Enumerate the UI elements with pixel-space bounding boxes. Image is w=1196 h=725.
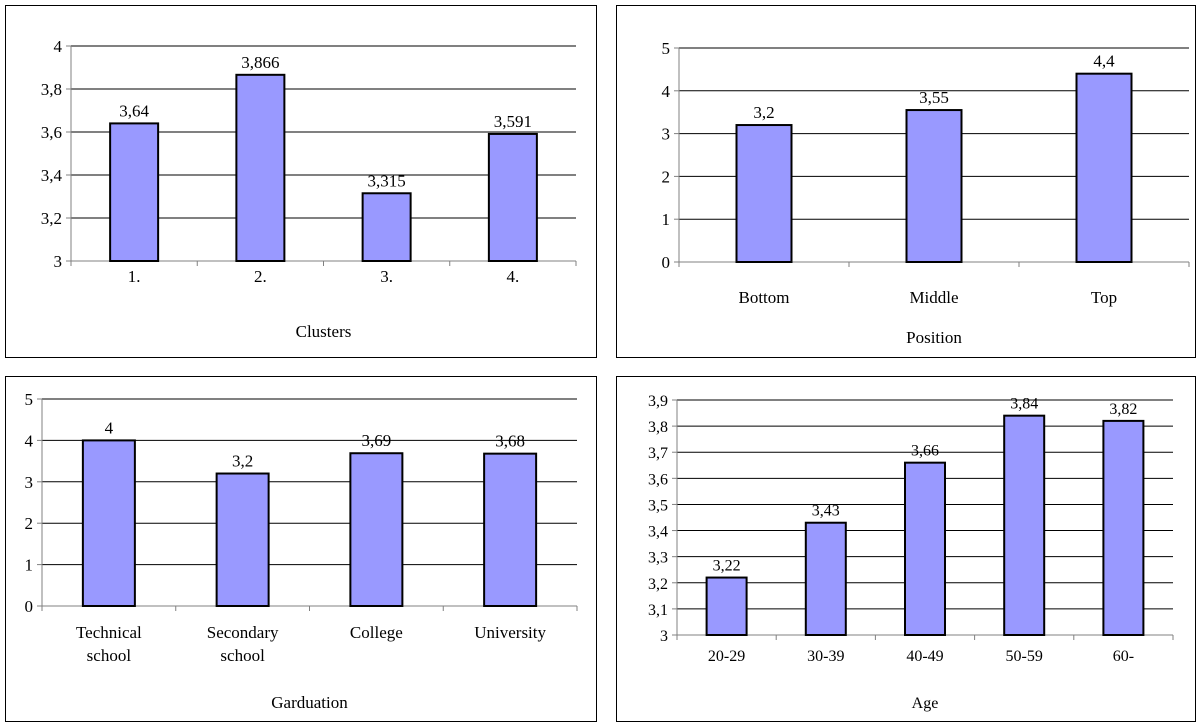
y-tick-label: 4 [54, 37, 63, 56]
chart-panel-position: 0 1 2 3 4 5 3,2 Bottom 3,55 Middle 4,4 Top Position [616, 5, 1196, 358]
x-tick-label: 60- [1113, 648, 1134, 665]
data-label: 3,68 [495, 432, 525, 451]
bar [804, 521, 847, 637]
bar [483, 452, 538, 608]
x-tick-label: Technical school [76, 623, 142, 665]
data-label: 3,591 [494, 112, 532, 131]
bar [1075, 72, 1133, 264]
y-tick-label: 3,6 [41, 123, 62, 142]
data-label: 3,55 [919, 88, 949, 107]
y-tick-label: 3 [660, 628, 668, 645]
x-axis-title: Clusters [296, 322, 352, 341]
x-tick-label: 30-39 [807, 648, 844, 665]
data-label: 3,84 [1010, 396, 1038, 413]
x-tick-label: Top [1091, 288, 1117, 307]
x-tick-label: 4. [507, 267, 520, 286]
y-tick-label: 3,7 [648, 445, 668, 462]
y-tick-label: 3,3 [648, 550, 668, 567]
bar [1102, 419, 1145, 637]
y-tick-label: 3,6 [648, 471, 668, 488]
chart-clusters: 3 3,2 3,4 3,6 3,8 4 3,64 1. 3,866 2. 3,315 3. 3,591 4… [41, 37, 577, 341]
x-tick-label: Secondary school [207, 623, 279, 665]
y-tick-label: 2 [662, 167, 671, 186]
x-axis-title: Garduation [271, 693, 348, 712]
data-label: 3,2 [753, 103, 774, 122]
chart-position: 0 1 2 3 4 5 3,2 Bottom 3,55 Middle 4,4 Top Position [662, 39, 1190, 347]
y-tick-label: 3,1 [648, 602, 668, 619]
bar [904, 461, 946, 636]
chart-panel-clusters: 3 3,2 3,4 3,6 3,8 4 3,64 1. 3,866 2. 3,315 3. 3,591 4… [5, 5, 597, 358]
bar [705, 576, 748, 636]
y-tick-label: 5 [25, 390, 34, 409]
y-tick-label: 1 [662, 210, 671, 229]
y-tick-label: 3 [25, 473, 34, 492]
bar [349, 452, 404, 608]
y-tick-label: 1 [25, 556, 34, 575]
x-tick-label: 20-29 [708, 648, 745, 665]
bar [1003, 414, 1046, 636]
y-tick-label: 0 [662, 253, 671, 272]
y-tick-label: 5 [662, 39, 671, 58]
x-axis-title: Age [912, 695, 939, 712]
y-tick-label: 3,8 [41, 80, 62, 99]
y-tick-label: 3,4 [41, 166, 63, 185]
bar [81, 439, 136, 608]
x-tick-label: Bottom [738, 288, 789, 307]
x-tick-label: 50-59 [1006, 648, 1043, 665]
y-tick-label: 3 [662, 125, 671, 144]
data-label: 3,69 [362, 431, 392, 450]
x-tick-label: College [350, 623, 403, 642]
data-label: 3,2 [232, 452, 253, 471]
bar [215, 472, 270, 607]
chart-graduation: 0 1 2 3 4 5 4 Technical school 3,2 Secondary school… [25, 390, 578, 712]
y-tick-label: 3,8 [648, 419, 668, 436]
bar [905, 109, 963, 263]
y-tick-label: 0 [25, 597, 34, 616]
bar [235, 73, 286, 262]
x-tick-label: Middle [909, 288, 958, 307]
data-label: 3,66 [911, 443, 939, 460]
y-tick-label: 3,2 [41, 209, 62, 228]
x-tick-label: University [474, 623, 546, 642]
x-axis-title: Position [906, 328, 962, 347]
data-label: 3,315 [368, 171, 406, 190]
data-label: 3,22 [713, 558, 741, 575]
x-tick-label: 2. [254, 267, 267, 286]
y-tick-label: 3,2 [648, 576, 668, 593]
bar [361, 192, 412, 262]
bar [735, 124, 793, 264]
chart-panel-age: 3 3,1 3,2 3,3 3,4 3,5 3,6 3,7 3,8 3,9 3,22 20-29 3,4… [616, 376, 1196, 722]
y-tick-label: 3,9 [648, 393, 668, 410]
y-tick-label: 3 [54, 252, 63, 271]
data-label: 3,82 [1109, 401, 1137, 418]
chart-panel-graduation: 0 1 2 3 4 5 4 Technical school 3,2 Secondary school… [5, 376, 597, 722]
data-label: 3,64 [119, 101, 149, 120]
bar [487, 132, 538, 262]
data-label: 3,43 [812, 503, 840, 520]
chart-age: 3 3,1 3,2 3,3 3,4 3,5 3,6 3,7 3,8 3,9 3,22 20-29 3,4… [648, 393, 1174, 712]
data-label: 4 [105, 418, 114, 437]
bar [109, 122, 160, 263]
x-tick-label: 40-49 [906, 648, 943, 665]
y-tick-label: 3,4 [648, 524, 668, 541]
data-label: 4,4 [1093, 52, 1115, 71]
x-tick-label: 1. [128, 267, 141, 286]
y-tick-label: 4 [25, 431, 34, 450]
y-tick-label: 3,5 [648, 497, 668, 514]
data-label: 3,866 [241, 53, 279, 72]
y-tick-label: 4 [662, 82, 671, 101]
y-tick-label: 2 [25, 514, 34, 533]
x-tick-label: 3. [380, 267, 393, 286]
